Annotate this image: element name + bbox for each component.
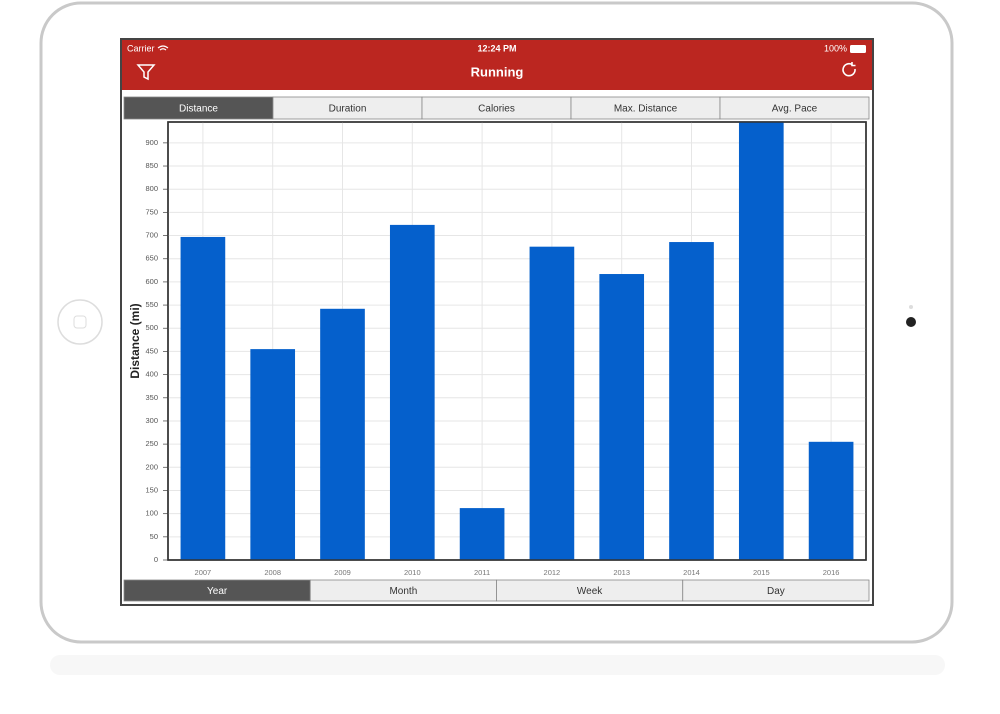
y-tick-label: 700	[145, 231, 158, 240]
bar	[250, 349, 296, 560]
bar	[599, 274, 645, 560]
y-tick-label: 800	[145, 184, 158, 193]
battery-text: 100%	[824, 43, 847, 53]
nav-bar	[122, 40, 872, 90]
bar	[320, 308, 365, 560]
x-tick-label: 2014	[683, 568, 700, 577]
metric-tab-label: Avg. Pace	[772, 104, 818, 115]
period-tab[interactable]	[682, 579, 870, 602]
bar	[808, 441, 854, 560]
wifi-icon	[157, 45, 169, 51]
y-tick-label: 750	[145, 207, 158, 216]
clock: 12:24 PM	[477, 43, 516, 53]
metric-tab-label: Duration	[329, 104, 367, 115]
y-tick-label: 350	[145, 393, 158, 402]
y-tick-label: 900	[145, 138, 158, 147]
metric-tab-label: Distance	[179, 104, 218, 115]
refresh-button[interactable]	[842, 62, 856, 77]
x-tick-label: 2007	[195, 568, 212, 577]
bar	[738, 122, 784, 560]
y-tick-label: 300	[145, 416, 158, 425]
nav-title: Running	[471, 64, 524, 79]
y-tick-label: 850	[145, 161, 158, 170]
bar	[180, 236, 226, 560]
x-tick-label: 2013	[613, 568, 630, 577]
period-tab-label: Day	[767, 586, 785, 597]
y-axis-label: Distance (mi)	[128, 303, 142, 378]
x-tick-label: 2008	[264, 568, 281, 577]
filter-button[interactable]	[136, 64, 156, 81]
y-tick-label: 200	[145, 462, 158, 471]
metric-tab-label: Max. Distance	[614, 104, 678, 115]
y-tick-label: 400	[145, 370, 158, 379]
bar	[459, 508, 505, 560]
y-tick-label: 100	[145, 509, 158, 518]
metric-tab[interactable]	[719, 96, 870, 120]
y-tick-label: 50	[150, 532, 158, 541]
y-tick-label: 450	[145, 346, 158, 355]
plot-border	[167, 121, 867, 561]
y-tick-label: 0	[154, 555, 158, 564]
x-tick-label: 2015	[753, 568, 770, 577]
sensor	[909, 305, 913, 309]
y-tick-label: 500	[145, 323, 158, 332]
y-tick-label: 550	[145, 300, 158, 309]
metric-tab-label: Calories	[478, 104, 515, 115]
x-tick-label: 2009	[334, 568, 351, 577]
camera	[906, 317, 916, 327]
x-tick-label: 2016	[823, 568, 840, 577]
period-tab-label: Month	[389, 586, 417, 597]
y-tick-label: 600	[145, 277, 158, 286]
carrier: Carrier	[127, 43, 155, 53]
home-button-icon	[73, 315, 87, 329]
bar	[529, 246, 575, 560]
period-tab-label: Week	[577, 586, 603, 597]
y-tick-label: 650	[145, 254, 158, 263]
y-tick-label: 250	[145, 439, 158, 448]
x-tick-label: 2011	[474, 568, 490, 577]
y-tick-label: 150	[145, 485, 158, 494]
bar	[389, 224, 435, 560]
device-shadow	[50, 655, 945, 675]
x-tick-label: 2012	[544, 568, 561, 577]
bar	[669, 242, 714, 560]
home-button[interactable]	[57, 299, 103, 345]
x-tick-label: 2010	[404, 568, 421, 577]
period-tab-label: Year	[207, 586, 228, 597]
battery-icon	[850, 45, 866, 53]
